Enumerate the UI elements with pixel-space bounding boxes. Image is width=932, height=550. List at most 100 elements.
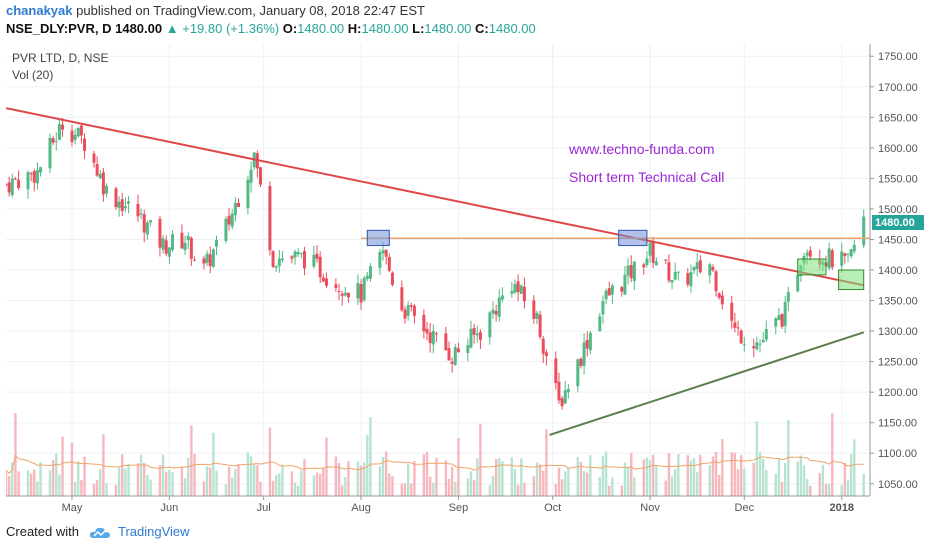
volume-bar	[165, 471, 168, 496]
symbol-line: NSE_DLY:PVR, D 1480.00 ▲ +19.80 (+1.36%)…	[6, 21, 536, 36]
volume-bar	[183, 477, 187, 496]
y-tick-label: 1600.00	[878, 143, 918, 155]
candle-body	[497, 297, 501, 317]
y-tick-label: 1350.00	[878, 296, 918, 308]
candle-body	[425, 328, 429, 334]
volume-bar	[576, 456, 580, 496]
candle-body	[849, 249, 853, 257]
volume-bar	[542, 470, 545, 496]
volume-bar	[158, 465, 162, 496]
chart-frame[interactable]: 1750.00 1700.00 1650.00 1600.00 1550.00 1500.…	[4, 44, 926, 514]
volume-bar	[413, 461, 416, 496]
x-tick-label: Jul	[257, 502, 271, 514]
volume-bar	[696, 471, 699, 496]
volume-bar	[846, 479, 850, 496]
y-tick-label: 1500.00	[878, 204, 918, 216]
candle-body	[544, 352, 548, 357]
candle-body	[76, 127, 80, 137]
candle-body	[412, 305, 416, 316]
volume-bar	[843, 462, 847, 496]
candle-body	[450, 361, 454, 364]
volume-bar	[70, 442, 74, 496]
volume-bar	[699, 454, 702, 496]
x-axis[interactable]: May Jun Jul Aug Sep Oct Nov Dec 2018	[62, 496, 854, 514]
volume-bar	[334, 456, 338, 496]
candle-body	[830, 250, 834, 268]
volume-bar	[510, 457, 514, 496]
candle-body	[689, 272, 693, 287]
volume-bar	[256, 465, 259, 496]
candle-body	[136, 203, 140, 217]
candle-body	[26, 172, 30, 190]
candle-body	[557, 381, 561, 401]
volume-bar	[579, 461, 583, 496]
candle-body	[340, 293, 344, 296]
candle-body	[610, 285, 614, 295]
volume-bar	[523, 482, 526, 496]
candle-body	[54, 140, 58, 142]
candle-body	[315, 253, 319, 259]
volume-bar	[300, 470, 303, 496]
volume-bar	[545, 429, 548, 496]
support-trendline	[549, 331, 865, 436]
volume-bar	[7, 476, 11, 496]
candles	[4, 118, 866, 410]
tradingview-brand-link[interactable]: TradingView	[118, 524, 190, 539]
candle-body	[500, 295, 504, 300]
volume-bar	[608, 485, 611, 496]
volume-bar	[61, 436, 64, 496]
candle-body	[258, 167, 262, 185]
volume-bar	[202, 481, 206, 496]
candle-body	[513, 284, 517, 293]
candle-body	[387, 257, 391, 271]
volume-bar	[765, 470, 768, 496]
volume-bar	[227, 467, 231, 496]
candle-body	[268, 186, 272, 251]
volume-bar	[620, 485, 623, 496]
volume-bar	[205, 466, 209, 496]
candle-body	[862, 216, 866, 246]
candle-body	[139, 213, 143, 215]
volume-bar	[582, 470, 586, 496]
volume-bar	[501, 461, 504, 496]
green-box-december	[797, 258, 827, 276]
y-axis[interactable]: 1750.00 1700.00 1650.00 1600.00 1550.00 1500.…	[870, 51, 918, 491]
volume-bar	[711, 456, 715, 496]
y-tick-label: 1100.00	[878, 448, 917, 460]
candle-body	[95, 164, 99, 176]
volume-bar	[149, 479, 152, 496]
candle-body	[302, 251, 306, 269]
volume-bar	[432, 482, 435, 496]
volume-bar	[708, 465, 711, 496]
volume-bar	[469, 471, 473, 496]
candle-body	[114, 188, 118, 208]
volume-bar	[670, 476, 674, 496]
candle-body	[161, 238, 165, 250]
candle-body	[472, 327, 476, 335]
candle-body	[73, 134, 77, 140]
up-arrow-icon: ▲	[165, 21, 179, 36]
volume-bar	[312, 475, 316, 496]
candle-body	[522, 286, 526, 302]
candle-body	[510, 291, 514, 294]
volume-bar	[491, 475, 495, 496]
candle-body	[673, 272, 677, 280]
author-name[interactable]: chanakyak	[6, 3, 73, 18]
symbol-name: NSE_DLY:PVR, D	[6, 21, 112, 36]
candle-body	[246, 179, 250, 209]
candle-body	[123, 206, 127, 209]
price-chart[interactable]: 1750.00 1700.00 1650.00 1600.00 1550.00 1500.…	[4, 44, 926, 514]
volume-bar	[535, 462, 539, 496]
candle-body	[321, 277, 325, 282]
volume-bar	[601, 456, 605, 496]
volume-bar	[356, 461, 360, 496]
volume-bar	[231, 477, 234, 496]
candle-body	[167, 247, 171, 257]
candle-body	[189, 237, 193, 259]
close-value: 1480.00	[488, 21, 536, 36]
volume-bar	[105, 483, 108, 496]
candle-body	[428, 332, 432, 344]
candle-body	[422, 314, 426, 332]
volume-bar	[761, 458, 765, 496]
candle-body	[852, 245, 856, 252]
